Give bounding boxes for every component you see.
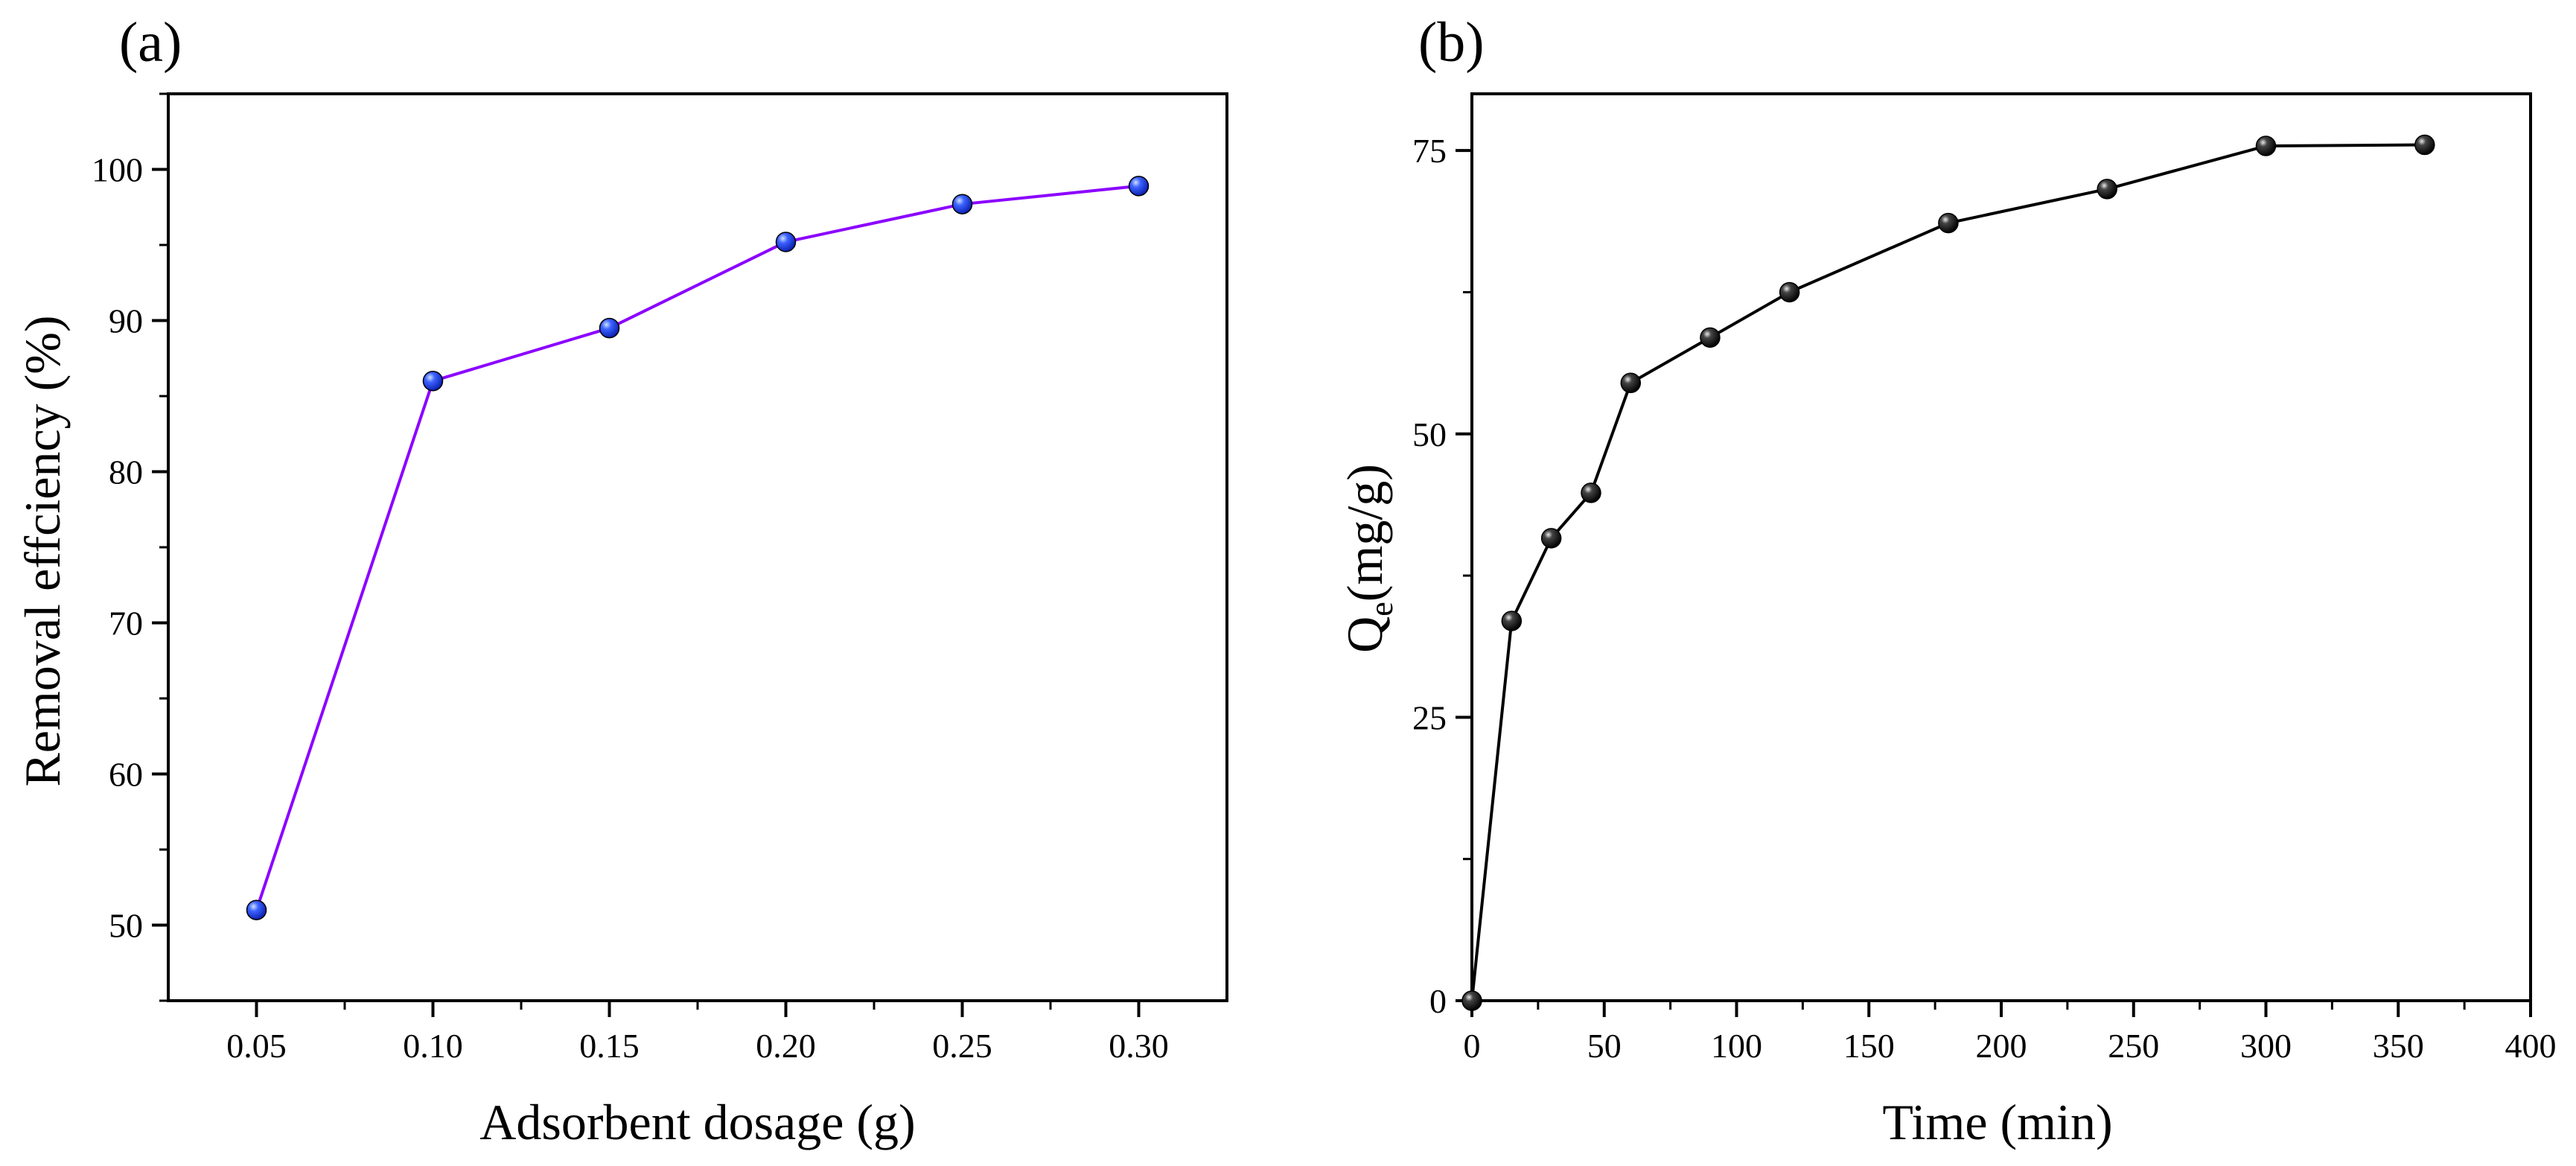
data-point-b (1581, 482, 1601, 503)
y-tick-label-b: 0 (1429, 982, 1447, 1020)
data-point-b (1620, 372, 1642, 393)
panel-label-b: (b) (1418, 11, 1485, 74)
x-tick-label-b: 250 (2108, 1027, 2159, 1065)
x-tick-label-b: 300 (2240, 1027, 2292, 1065)
x-tick-label-a: 0.15 (579, 1027, 640, 1065)
y-tick-label-a: 60 (109, 756, 143, 794)
y-tick-label-a: 80 (109, 453, 143, 491)
data-point-b (1779, 281, 1800, 303)
y-tick-label-b: 25 (1412, 698, 1447, 736)
x-tick-label-b: 200 (1976, 1027, 2027, 1065)
x-tick-label-b: 400 (2505, 1027, 2557, 1065)
chart-panel-b: (b) 0 50 100 150 200 250 300 350 400 0 25 50 75 Time… (1336, 11, 2557, 1150)
plot-frame-a (167, 92, 1228, 1002)
data-point-b (2414, 134, 2435, 156)
series-line-a (255, 184, 1139, 911)
chart-panel-a: (a) 0.05 0.10 0.15 0.20 0.25 0.30 50 60 70 80 90 10… (14, 11, 1228, 1150)
data-point-a (1128, 176, 1150, 197)
data-point-b (2255, 136, 2277, 156)
y-axis-label-a: Removal effciency (%) (14, 315, 71, 786)
x-tick-label-a: 0.30 (1109, 1027, 1169, 1065)
data-point-b (1700, 327, 1721, 348)
data-point-b (1540, 528, 1562, 549)
plot-area-b: 0 50 100 150 200 250 300 350 400 0 25 50 75 (1412, 92, 2557, 1065)
x-tick-label-b: 150 (1843, 1027, 1895, 1065)
y-axis-label-b-sub: e (1363, 602, 1400, 617)
data-point-a (599, 317, 620, 339)
x-tick-label-a: 0.20 (756, 1027, 816, 1065)
x-tick-label-b: 50 (1587, 1027, 1622, 1065)
x-tick-label-a: 0.25 (932, 1027, 992, 1065)
panel-label-a: (a) (119, 11, 182, 74)
x-tick-label-b: 350 (2373, 1027, 2424, 1065)
data-point-b (1461, 990, 1482, 1011)
y-tick-label-a: 90 (109, 302, 143, 340)
data-point-b (1938, 212, 1959, 234)
plot-frame-b (1470, 92, 2532, 1002)
series-line-b (1470, 143, 2425, 1001)
x-tick-label-a: 0.05 (226, 1027, 287, 1065)
y-tick-label-a: 100 (92, 151, 143, 189)
x-tick-label-a: 0.10 (403, 1027, 463, 1065)
y-tick-label-a: 70 (109, 605, 143, 643)
data-point-b (1501, 611, 1523, 631)
y-tick-label-a: 50 (109, 907, 143, 945)
x-tick-label-b: 100 (1711, 1027, 1762, 1065)
data-point-a (951, 194, 973, 214)
data-point-a (422, 370, 444, 392)
data-point-a (775, 232, 797, 252)
y-tick-label-b: 50 (1412, 415, 1447, 453)
data-point-b (2097, 179, 2117, 200)
x-axis-label-a: Adsorbent dosage (g) (479, 1094, 915, 1150)
y-axis-label-b-main: Q (1336, 617, 1393, 653)
plot-area-a: 0.05 0.10 0.15 0.20 0.25 0.30 50 60 70 80 90 100 (92, 92, 1228, 1065)
x-axis-label-b: Time (min) (1882, 1094, 2112, 1150)
y-axis-label-b: Qe(mg/g) (1336, 464, 1400, 653)
x-tick-label-b: 0 (1464, 1027, 1481, 1065)
data-point-a (246, 899, 267, 920)
y-axis-label-b-rest: (mg/g) (1336, 464, 1393, 602)
y-tick-label-b: 75 (1412, 132, 1447, 170)
